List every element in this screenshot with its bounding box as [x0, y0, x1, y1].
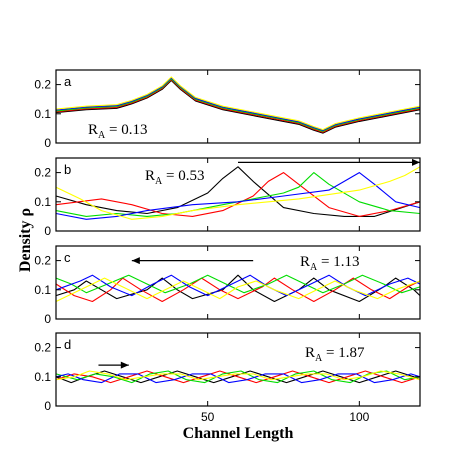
panel-frame	[55, 245, 421, 320]
y-tick-label: 0	[44, 136, 51, 150]
y-axis-title: Density ρ	[17, 208, 34, 272]
series-line	[55, 172, 421, 217]
x-tick-label: 50	[201, 410, 215, 424]
y-tick-label: 0	[44, 312, 51, 326]
series-line	[55, 76, 421, 131]
y-tick-label: 0.1	[34, 107, 51, 121]
ra-label: RA = 0.13	[88, 122, 147, 141]
series-line	[55, 277, 421, 303]
series-line	[55, 78, 421, 132]
direction-arrow-head	[131, 257, 140, 265]
ra-label: RA = 1.87	[305, 345, 365, 364]
series-line	[55, 172, 421, 217]
ra-label: RA = 0.53	[145, 168, 204, 187]
series-line	[55, 77, 421, 131]
panel-c: 0 0.1 0.2 c RA = 1.13	[34, 245, 421, 326]
x-axis-title: Channel Length	[183, 425, 294, 442]
series-line	[55, 370, 421, 381]
series-line	[55, 79, 421, 133]
y-tick-label: 0.2	[34, 166, 51, 180]
series-line	[55, 166, 421, 220]
y-tick-label: 0.1	[34, 195, 51, 209]
panel-frame	[55, 332, 421, 407]
y-tick-label: 0	[44, 224, 51, 238]
panel-letter: a	[64, 74, 72, 89]
panel-letter: d	[64, 337, 71, 352]
series-line	[55, 274, 421, 297]
y-tick-label: 0.1	[34, 283, 51, 297]
series-line	[55, 370, 421, 384]
x-tick-label: 100	[349, 410, 369, 424]
y-tick-label: 0.2	[34, 254, 51, 268]
direction-arrow-head	[120, 361, 129, 369]
y-tick-label: 0	[44, 399, 51, 413]
panel-a: 0 0.1 0.2 a RA = 0.13	[34, 69, 421, 150]
ra-label: RA = 1.13	[300, 254, 359, 273]
panels-group: 0 0.1 0.2 a RA = 0.13 0 0.1 0.2 b RA = 0.53 0 0.1 0.…	[34, 69, 421, 424]
direction-arrow-head	[412, 158, 420, 166]
panel-frame	[55, 69, 421, 144]
series-line	[55, 277, 421, 302]
series-line	[55, 274, 421, 303]
panel-frame	[55, 157, 421, 232]
panel-b: 0 0.1 0.2 b RA = 0.53	[34, 157, 421, 238]
y-tick-label: 0.2	[34, 341, 51, 355]
series-line	[55, 79, 421, 134]
panel-d: 0 0.1 0.2 d RA = 1.87 50 100	[34, 332, 421, 424]
y-tick-label: 0.2	[34, 78, 51, 92]
panel-letter: c	[64, 250, 71, 265]
panel-letter: b	[64, 162, 71, 177]
series-line	[55, 166, 421, 217]
series-line	[55, 373, 421, 384]
series-line	[55, 172, 421, 220]
y-tick-label: 0.1	[34, 370, 51, 384]
